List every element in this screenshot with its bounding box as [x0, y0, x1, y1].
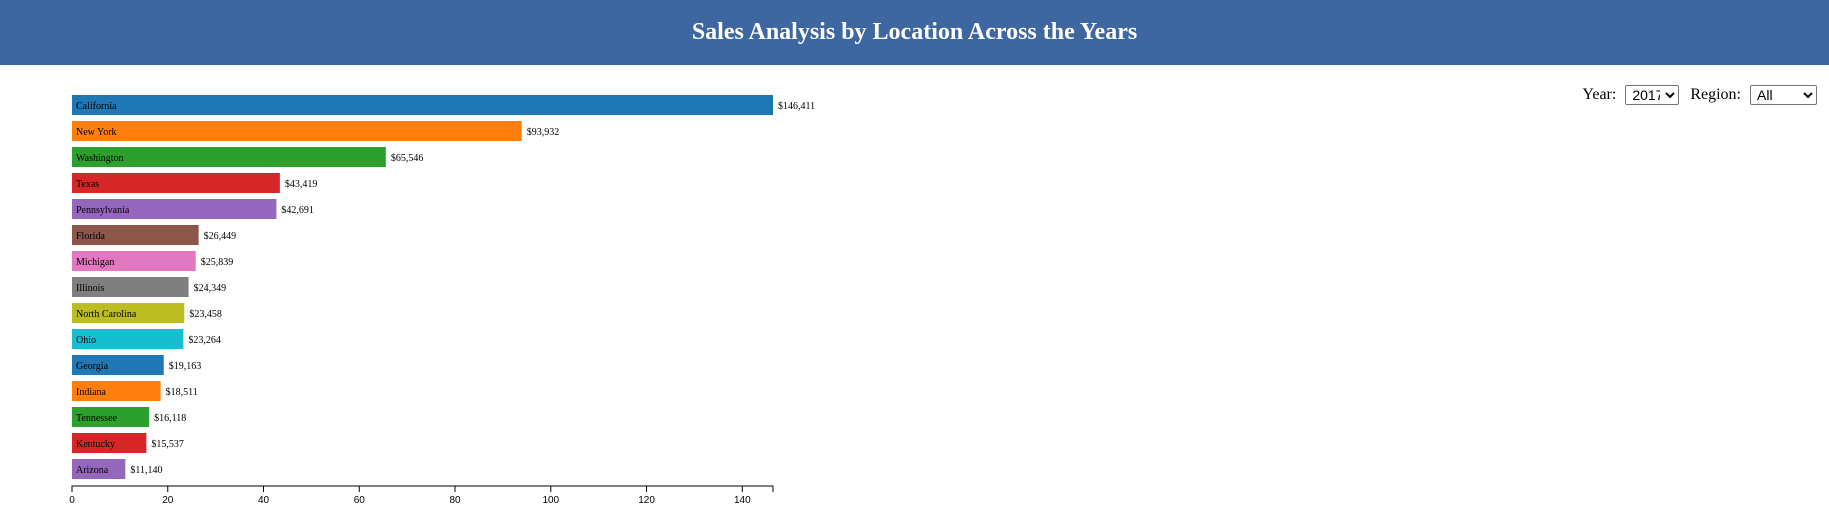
year-select[interactable]: 2017	[1625, 85, 1680, 105]
bar-category-label: Illinois	[76, 283, 104, 294]
bar-value-label: $43,419	[285, 179, 318, 190]
x-tick-label: 40	[258, 495, 270, 506]
year-label: Year:	[1582, 86, 1617, 103]
x-tick-label: 80	[449, 495, 461, 506]
bar-pennsylvania	[72, 199, 277, 219]
bar-value-label: $19,163	[169, 361, 202, 372]
bar-category-label: North Carolina	[76, 309, 137, 320]
filter-controls: Year: 2017 Region: All	[1582, 85, 1817, 105]
bar-washington	[72, 147, 386, 167]
bar-indiana	[72, 381, 161, 401]
bar-value-label: $15,537	[151, 439, 184, 450]
bar-tennessee	[72, 407, 150, 427]
bar-texas	[72, 173, 280, 193]
bar-north-carolina	[72, 303, 185, 323]
bar-value-label: $24,349	[194, 283, 227, 294]
bar-category-label: Pennsylvania	[76, 205, 130, 216]
x-axis-line	[71, 485, 774, 492]
bar-new-york	[72, 121, 522, 141]
bar-arizona	[72, 459, 126, 479]
bar-category-label: Indiana	[76, 387, 107, 398]
page-title: Sales Analysis by Location Across the Ye…	[691, 19, 1138, 45]
x-tick-label: 60	[354, 495, 366, 506]
bar-california	[72, 95, 773, 115]
bar-category-label: New York	[76, 127, 117, 138]
bar-value-label: $23,458	[189, 309, 222, 320]
bar-value-label: $18,511	[166, 387, 198, 398]
bar-value-label: $146,411	[778, 101, 815, 112]
bar-florida	[72, 225, 199, 245]
bar-chart: California $146,411 New York $93,932 Washing…	[69, 95, 815, 506]
bar-value-label: $16,118	[154, 413, 186, 424]
bar-value-label: $23,264	[188, 335, 221, 346]
bar-illinois	[72, 277, 189, 297]
x-tick-label: 20	[162, 495, 174, 506]
bar-category-label: Texas	[76, 179, 99, 190]
bar-category-label: Michigan	[76, 257, 114, 268]
x-tick-label: 120	[638, 495, 655, 506]
header-bar: Sales Analysis by Location Across the Ye…	[0, 0, 1829, 65]
bar-value-label: $26,449	[204, 231, 237, 242]
bar-category-label: Kentucky	[76, 439, 115, 450]
x-tick-label: 100	[542, 495, 559, 506]
bar-value-label: $11,140	[130, 465, 162, 476]
region-label: Region:	[1690, 86, 1741, 103]
bar-ohio	[72, 329, 184, 349]
bar-michigan	[72, 251, 196, 271]
bar-value-label: $42,691	[281, 205, 314, 216]
x-tick-label: 140	[734, 495, 751, 506]
x-tick-label: 0	[69, 495, 75, 506]
bar-category-label: Ohio	[76, 335, 96, 346]
bar-georgia	[72, 355, 164, 375]
bar-category-label: Tennessee	[76, 413, 118, 424]
bar-category-label: Georgia	[76, 361, 109, 372]
bar-kentucky	[72, 433, 147, 453]
bar-category-label: Washington	[76, 153, 124, 164]
bar-category-label: California	[76, 101, 117, 112]
bar-category-label: Florida	[76, 231, 105, 242]
bar-value-label: $25,839	[201, 257, 234, 268]
bar-category-label: Arizona	[76, 465, 109, 476]
bar-value-label: $65,546	[391, 153, 424, 164]
region-select[interactable]: All	[1750, 85, 1817, 105]
bar-value-label: $93,932	[527, 127, 560, 138]
